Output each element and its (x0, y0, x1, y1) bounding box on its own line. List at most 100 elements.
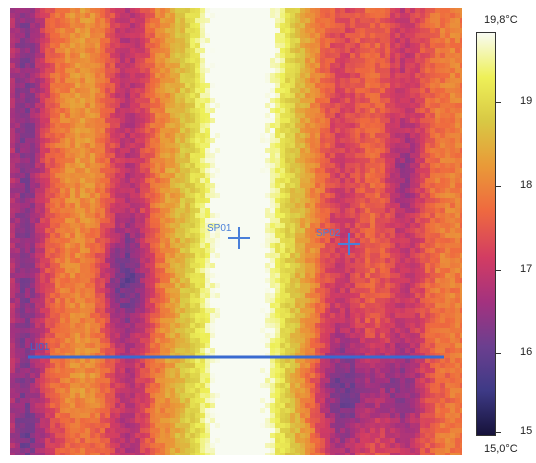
thermal-pixel (95, 33, 100, 38)
thermal-pixel (300, 23, 305, 28)
thermal-pixel (70, 193, 75, 198)
thermal-pixel (85, 273, 90, 278)
thermal-pixel (210, 193, 215, 198)
thermal-pixel (40, 198, 45, 203)
thermal-pixel (130, 128, 135, 133)
thermal-pixel (345, 88, 350, 93)
thermal-pixel (355, 248, 360, 253)
thermal-pixel (245, 63, 250, 68)
thermal-pixel (185, 218, 190, 223)
thermal-pixel (215, 23, 220, 28)
thermal-pixel (45, 98, 50, 103)
thermal-pixel (290, 78, 295, 83)
thermal-pixel (285, 253, 290, 258)
thermal-pixel (345, 258, 350, 263)
thermal-pixel (10, 68, 15, 73)
thermal-pixel (115, 193, 120, 198)
thermal-pixel (375, 18, 380, 23)
thermal-pixel (130, 228, 135, 233)
thermal-pixel (230, 43, 235, 48)
thermal-pixel (365, 73, 370, 78)
thermal-pixel (230, 203, 235, 208)
thermal-pixel (30, 28, 35, 33)
thermal-pixel (430, 273, 435, 278)
thermal-pixel (335, 178, 340, 183)
thermal-pixel (395, 113, 400, 118)
thermal-pixel (305, 38, 310, 43)
thermal-pixel (200, 183, 205, 188)
thermal-pixel (175, 73, 180, 78)
thermal-pixel (430, 78, 435, 83)
thermal-pixel (30, 138, 35, 143)
thermal-pixel (440, 128, 445, 133)
thermal-pixel (100, 228, 105, 233)
thermal-pixel (365, 213, 370, 218)
thermal-pixel (160, 223, 165, 228)
thermal-pixel (200, 213, 205, 218)
thermal-pixel (460, 273, 462, 278)
thermal-pixel (210, 63, 215, 68)
thermal-pixel (360, 268, 365, 273)
thermal-pixel (450, 253, 455, 258)
thermal-pixel (260, 253, 265, 258)
thermal-pixel (170, 193, 175, 198)
thermal-pixel (360, 83, 365, 88)
thermal-pixel (65, 78, 70, 83)
thermal-pixel (115, 128, 120, 133)
thermal-image (10, 8, 462, 455)
thermal-pixel (180, 123, 185, 128)
thermal-pixel (175, 228, 180, 233)
thermal-pixel (420, 18, 425, 23)
thermal-pixel (455, 243, 460, 248)
thermal-pixel (55, 73, 60, 78)
thermal-pixel (60, 148, 65, 153)
thermal-pixel (340, 88, 345, 93)
thermal-pixel (200, 278, 205, 283)
thermal-pixel (185, 163, 190, 168)
thermal-pixel (460, 263, 462, 268)
thermal-pixel (90, 263, 95, 268)
thermal-pixel (315, 88, 320, 93)
thermal-pixel (75, 73, 80, 78)
thermal-pixel (95, 118, 100, 123)
thermal-pixel (180, 28, 185, 33)
thermal-pixel (230, 83, 235, 88)
thermal-pixel (415, 148, 420, 153)
thermal-pixel (15, 183, 20, 188)
thermal-pixel (235, 43, 240, 48)
thermal-pixel (430, 248, 435, 253)
thermal-pixel (355, 198, 360, 203)
thermal-pixel (260, 133, 265, 138)
thermal-pixel (160, 18, 165, 23)
thermal-pixel (255, 193, 260, 198)
thermal-pixel (195, 8, 200, 13)
thermal-pixel (440, 143, 445, 148)
thermal-pixel (445, 68, 450, 73)
thermal-pixel (135, 148, 140, 153)
thermal-pixel (160, 73, 165, 78)
thermal-pixel (370, 128, 375, 133)
thermal-pixel (50, 48, 55, 53)
thermal-pixel (295, 258, 300, 263)
thermal-pixel (340, 253, 345, 258)
thermal-pixel (305, 213, 310, 218)
thermal-pixel (230, 48, 235, 53)
thermal-pixel (190, 153, 195, 158)
thermal-pixel (295, 153, 300, 158)
thermal-pixel (340, 53, 345, 58)
thermal-pixel (420, 103, 425, 108)
thermal-pixel (200, 78, 205, 83)
thermal-pixel (185, 223, 190, 228)
thermal-pixel (400, 213, 405, 218)
thermal-pixel (435, 58, 440, 63)
thermal-pixel (395, 213, 400, 218)
thermal-pixel (275, 63, 280, 68)
thermal-pixel (185, 278, 190, 283)
thermal-pixel (410, 128, 415, 133)
thermal-pixel (230, 163, 235, 168)
thermal-pixel (330, 153, 335, 158)
thermal-pixel (130, 268, 135, 273)
thermal-pixel (330, 88, 335, 93)
thermal-pixel (75, 108, 80, 113)
thermal-pixel (385, 173, 390, 178)
